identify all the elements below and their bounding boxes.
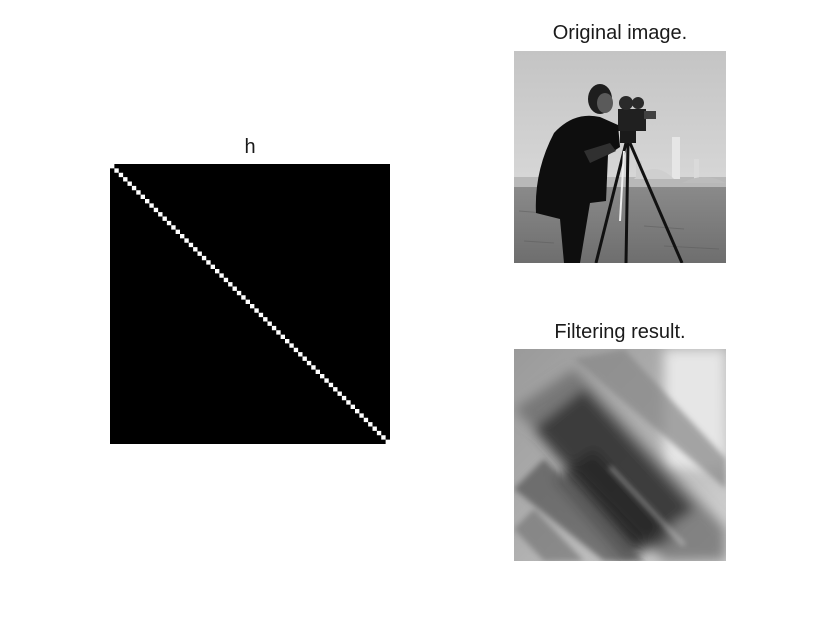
kernel-cell: [166, 220, 172, 226]
kernel-cell: [197, 251, 202, 256]
kernel-cell: [254, 308, 259, 313]
kernel-cell: [241, 295, 246, 300]
kernel-cell: [140, 194, 145, 199]
kernel-cell: [368, 422, 373, 427]
kernel-cell: [381, 435, 386, 440]
kernel-cell: [258, 312, 264, 318]
kernel-cell: [206, 260, 211, 265]
kernel-cell: [118, 172, 124, 178]
kernel-cell: [131, 185, 137, 191]
kernel-cell: [153, 207, 159, 213]
kernel-cell: [324, 378, 329, 383]
kernel-cell: [210, 264, 215, 269]
kernel-cell: [337, 391, 342, 396]
kernel-cell: [228, 282, 233, 287]
kernel-cell: [193, 247, 198, 252]
filtering-result-image: [514, 349, 726, 561]
kernel-cell: [315, 369, 320, 374]
kernel-cell: [293, 347, 299, 353]
kernel-cell: [263, 317, 268, 322]
kernel-cell: [223, 277, 229, 283]
kernel-cell: [110, 164, 115, 169]
kernel-cell: [145, 199, 150, 204]
kernel-cell: [271, 325, 277, 331]
original-image: [514, 51, 726, 263]
kernel-cell: [184, 238, 189, 243]
kernel-cell: [350, 404, 355, 409]
kernel-cell: [289, 343, 294, 348]
kernel-cell: [298, 352, 303, 357]
kernel-cell: [114, 168, 119, 173]
kernel-cell: [236, 290, 242, 296]
kernel-title: h: [244, 136, 256, 158]
kernel-cell: [171, 225, 176, 230]
kernel-cell: [188, 242, 194, 248]
kernel-cell: [363, 417, 369, 423]
kernel-cell: [280, 334, 285, 339]
kernel-cell: [158, 212, 163, 217]
kernel-cell: [320, 374, 325, 379]
original-image-title: Original image.: [552, 22, 688, 44]
kernel-cell: [123, 177, 128, 182]
kernel-cell: [341, 395, 347, 401]
kernel-cell: [127, 181, 132, 186]
kernel-cell: [215, 269, 220, 274]
kernel-cell: [346, 400, 351, 405]
kernel-cell: [385, 439, 390, 444]
kernel-diagonal-matrix: [110, 164, 390, 444]
kernel-cell: [333, 387, 338, 392]
motion-blurred-photo: [514, 349, 726, 561]
kernel-cell: [311, 365, 316, 370]
kernel-cell: [276, 330, 281, 335]
kernel-cell: [180, 234, 185, 239]
kernel-cell: [201, 255, 207, 261]
kernel-cell: [245, 299, 250, 304]
kernel-cell: [376, 430, 382, 436]
cameraman-photo: [514, 51, 726, 263]
kernel-cell: [232, 286, 237, 291]
kernel-cell: [250, 304, 255, 309]
kernel-cell: [328, 382, 334, 388]
kernel-cell: [359, 413, 364, 418]
kernel-image: [110, 164, 390, 444]
kernel-cell: [302, 356, 307, 361]
kernel-cell: [267, 321, 272, 326]
kernel-cell: [219, 273, 224, 278]
kernel-cell: [149, 203, 154, 208]
kernel-cell: [355, 409, 360, 414]
kernel-cell: [162, 216, 167, 221]
kernel-cell: [285, 339, 290, 344]
kernel-cell: [372, 426, 377, 431]
kernel-cell: [175, 229, 180, 234]
filtering-result-title: Filtering result.: [554, 321, 686, 343]
kernel-cell: [306, 360, 312, 366]
kernel-cell: [136, 190, 141, 195]
